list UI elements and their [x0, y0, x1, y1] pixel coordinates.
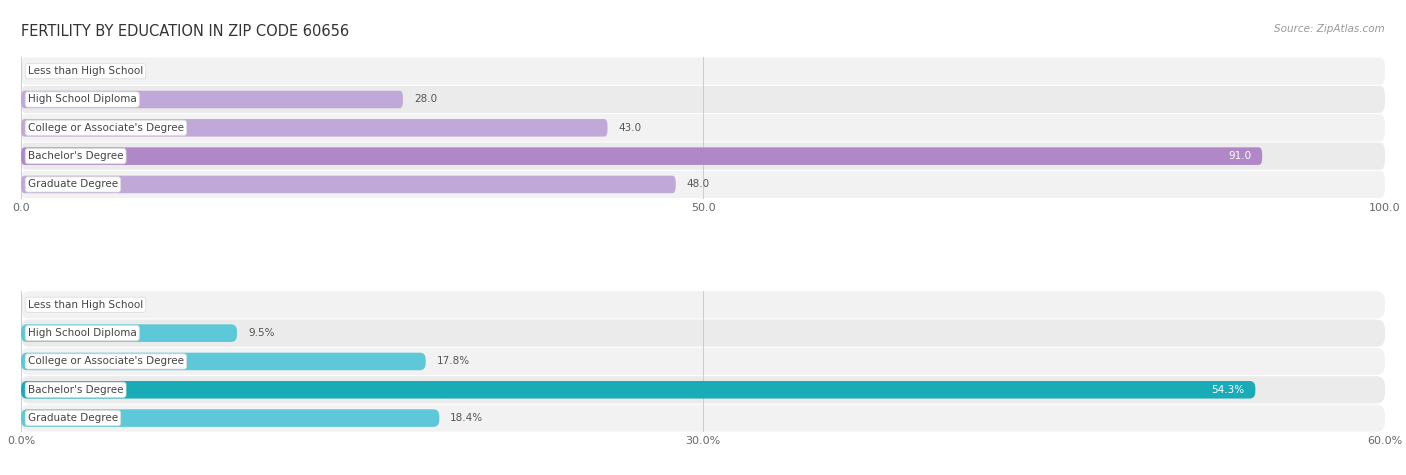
Text: Graduate Degree: Graduate Degree	[28, 413, 118, 423]
Text: Bachelor's Degree: Bachelor's Degree	[28, 385, 124, 395]
Text: 0.0%: 0.0%	[32, 300, 58, 310]
Text: High School Diploma: High School Diploma	[28, 95, 136, 104]
Text: 17.8%: 17.8%	[437, 356, 470, 366]
FancyBboxPatch shape	[21, 409, 439, 427]
Text: 18.4%: 18.4%	[450, 413, 484, 423]
FancyBboxPatch shape	[21, 114, 1385, 142]
FancyBboxPatch shape	[21, 352, 426, 370]
FancyBboxPatch shape	[21, 405, 1385, 432]
Text: 54.3%: 54.3%	[1212, 385, 1244, 395]
FancyBboxPatch shape	[21, 376, 1385, 403]
Text: 91.0: 91.0	[1227, 151, 1251, 161]
Text: 48.0: 48.0	[686, 180, 710, 190]
FancyBboxPatch shape	[21, 119, 607, 137]
Text: 0.0: 0.0	[32, 66, 48, 76]
FancyBboxPatch shape	[21, 348, 1385, 375]
Text: Source: ZipAtlas.com: Source: ZipAtlas.com	[1274, 24, 1385, 34]
FancyBboxPatch shape	[21, 57, 1385, 85]
FancyBboxPatch shape	[21, 142, 1385, 170]
Text: Less than High School: Less than High School	[28, 300, 143, 310]
FancyBboxPatch shape	[21, 91, 404, 108]
FancyBboxPatch shape	[21, 171, 1385, 198]
FancyBboxPatch shape	[21, 176, 676, 193]
Text: 43.0: 43.0	[619, 123, 641, 133]
Text: College or Associate's Degree: College or Associate's Degree	[28, 356, 184, 366]
Text: FERTILITY BY EDUCATION IN ZIP CODE 60656: FERTILITY BY EDUCATION IN ZIP CODE 60656	[21, 24, 349, 39]
Text: 9.5%: 9.5%	[247, 328, 274, 338]
FancyBboxPatch shape	[21, 320, 1385, 347]
FancyBboxPatch shape	[21, 324, 238, 342]
Text: Bachelor's Degree: Bachelor's Degree	[28, 151, 124, 161]
Text: 28.0: 28.0	[413, 95, 437, 104]
FancyBboxPatch shape	[21, 147, 1263, 165]
FancyBboxPatch shape	[21, 291, 1385, 318]
Text: College or Associate's Degree: College or Associate's Degree	[28, 123, 184, 133]
FancyBboxPatch shape	[21, 86, 1385, 113]
Text: High School Diploma: High School Diploma	[28, 328, 136, 338]
FancyBboxPatch shape	[21, 381, 1256, 399]
Text: Graduate Degree: Graduate Degree	[28, 180, 118, 190]
Text: Less than High School: Less than High School	[28, 66, 143, 76]
